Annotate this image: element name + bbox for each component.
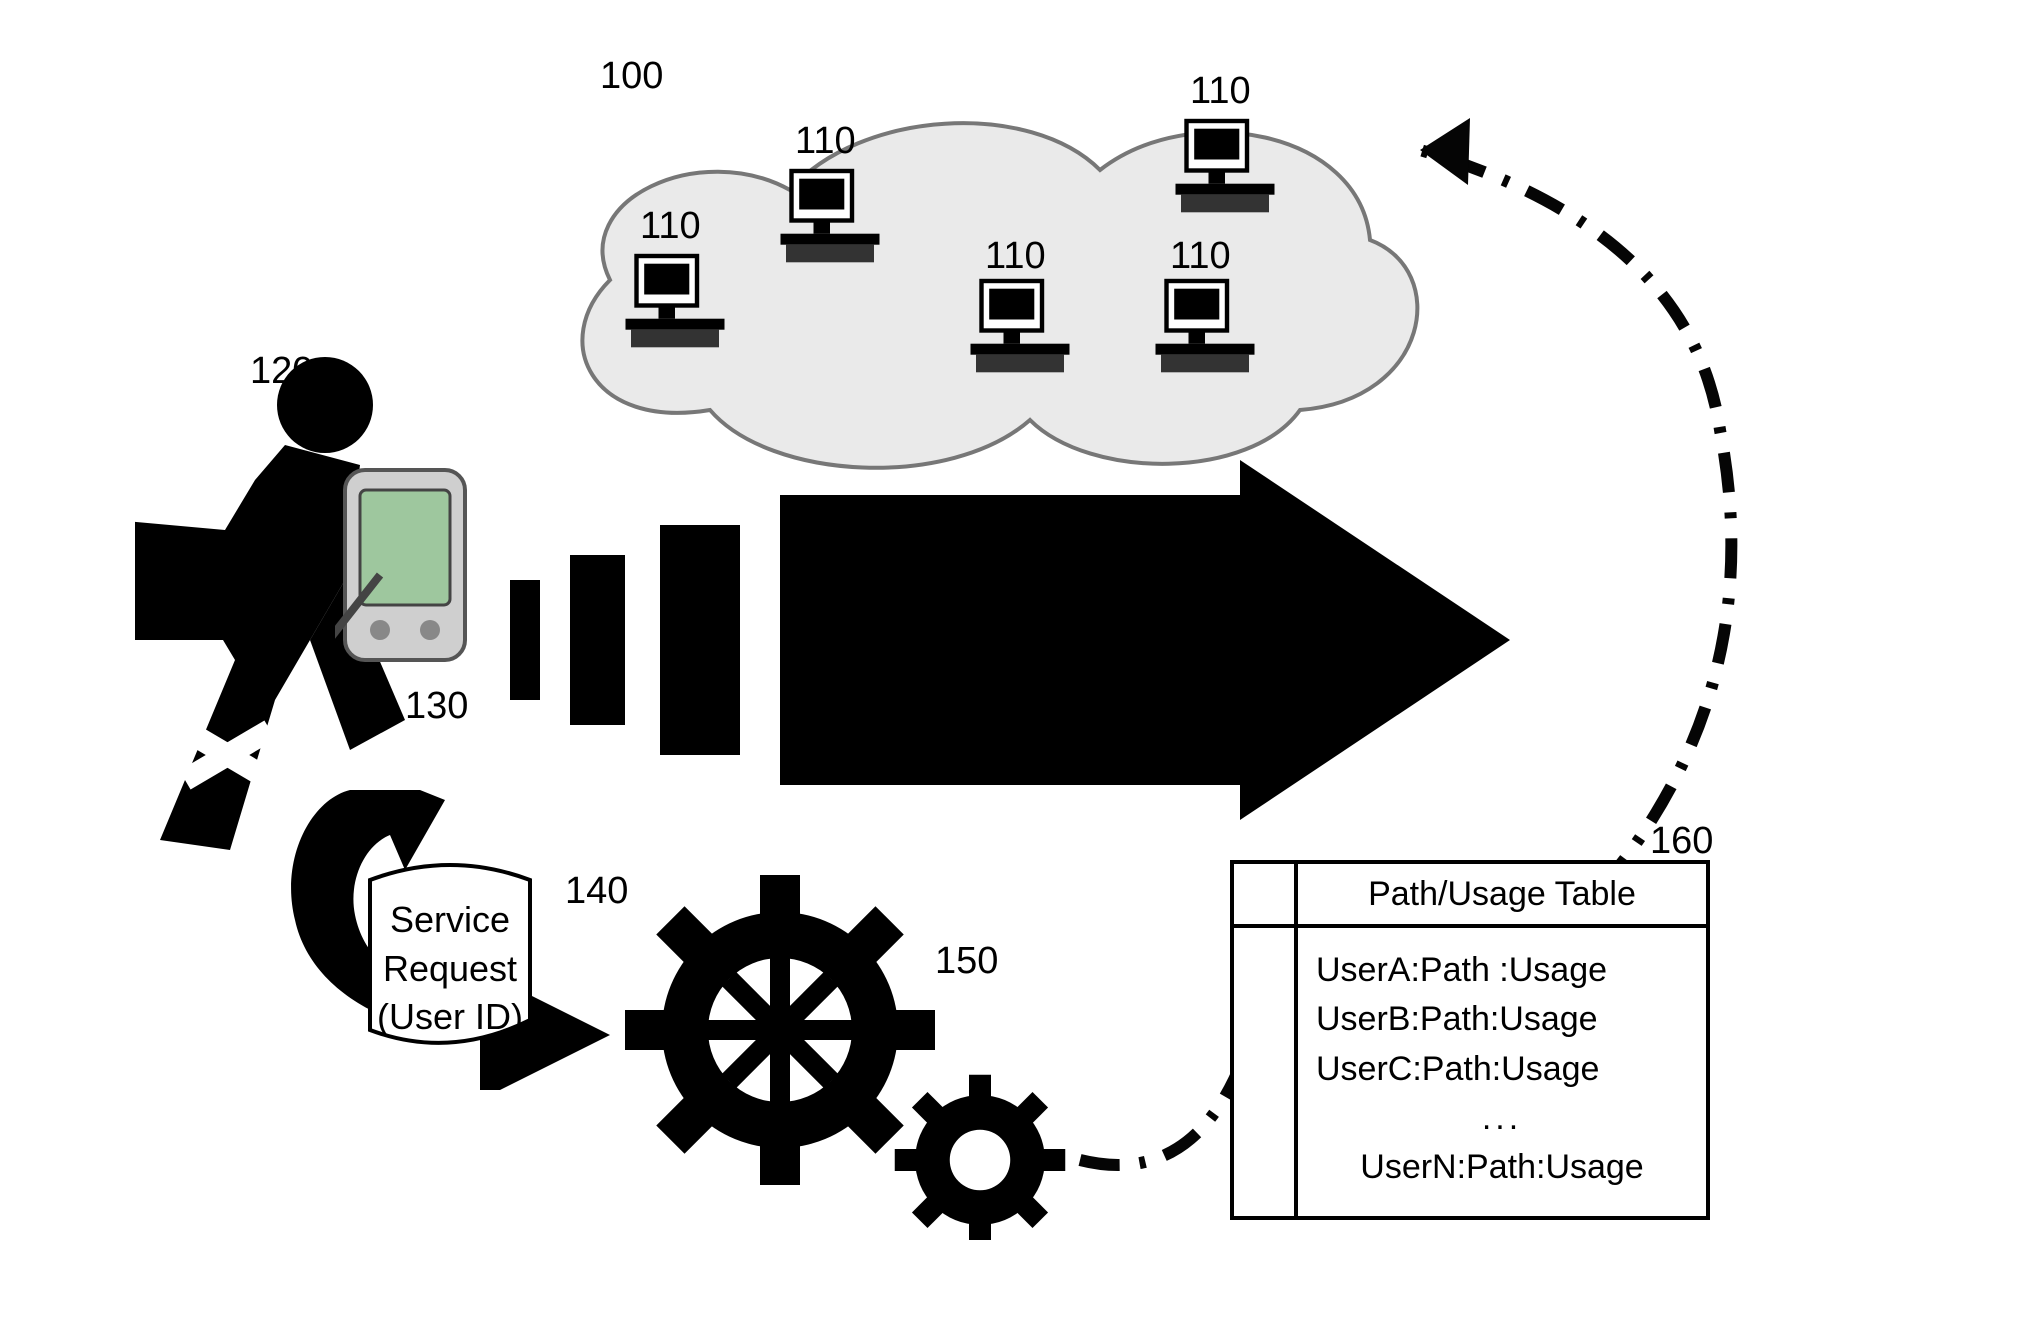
processing-gears-icon xyxy=(620,860,1100,1240)
computer-icon xyxy=(965,270,1075,380)
service-line2: Request xyxy=(340,945,560,994)
diagram-canvas: 100 110 110 110 110 110 120 xyxy=(0,0,2037,1323)
service-line3: (User ID) xyxy=(340,993,560,1042)
pda-device-icon xyxy=(335,465,475,675)
throughput-arrow-icon xyxy=(510,460,1510,820)
table-left-column xyxy=(1234,928,1298,1216)
service-request-callout: Service Request (User ID) xyxy=(340,860,560,1060)
table-header: Path/Usage Table xyxy=(1234,864,1706,928)
computer-ref-label: 110 xyxy=(795,120,856,163)
table-row: UserN:Path:Usage xyxy=(1316,1143,1688,1192)
computer-ref-label: 110 xyxy=(1170,235,1231,278)
service-ref-label: 140 xyxy=(565,870,628,913)
table-rows: UserA:Path :Usage UserB:Path:Usage UserC… xyxy=(1298,928,1706,1216)
computer-icon xyxy=(775,160,885,270)
table-row: UserC:Path:Usage xyxy=(1316,1045,1688,1094)
computer-icon xyxy=(1150,270,1260,380)
cloud-ref-label: 100 xyxy=(600,55,663,98)
table-ref-label: 160 xyxy=(1650,820,1713,863)
service-line1: Service xyxy=(340,896,560,945)
computer-icon xyxy=(620,245,730,355)
path-usage-table: Path/Usage Table UserA:Path :Usage UserB… xyxy=(1230,860,1710,1220)
pda-ref-label: 130 xyxy=(405,685,468,728)
table-title: Path/Usage Table xyxy=(1298,864,1706,924)
table-corner-cell xyxy=(1234,864,1298,924)
table-row-ellipsis: ... xyxy=(1316,1094,1688,1143)
table-row: UserA:Path :Usage xyxy=(1316,946,1688,995)
computer-ref-label: 110 xyxy=(640,205,701,248)
table-row: UserB:Path:Usage xyxy=(1316,995,1688,1044)
computer-ref-label: 110 xyxy=(985,235,1046,278)
computer-ref-label: 110 xyxy=(1190,70,1251,113)
gears-ref-label: 150 xyxy=(935,940,998,983)
person-ref-label: 120 xyxy=(250,350,313,393)
computer-icon xyxy=(1170,110,1280,220)
